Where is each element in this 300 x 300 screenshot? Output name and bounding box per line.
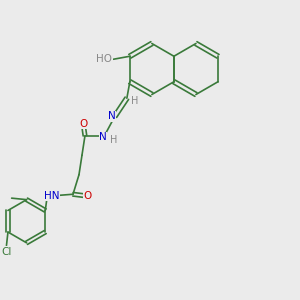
Text: N: N (99, 132, 107, 142)
Text: H: H (110, 135, 117, 145)
Text: HO: HO (96, 54, 112, 64)
Text: H: H (131, 96, 138, 106)
Text: Cl: Cl (1, 247, 12, 256)
Text: N: N (108, 111, 116, 121)
Text: HN: HN (44, 191, 60, 201)
Text: O: O (79, 119, 88, 129)
Text: O: O (84, 191, 92, 201)
